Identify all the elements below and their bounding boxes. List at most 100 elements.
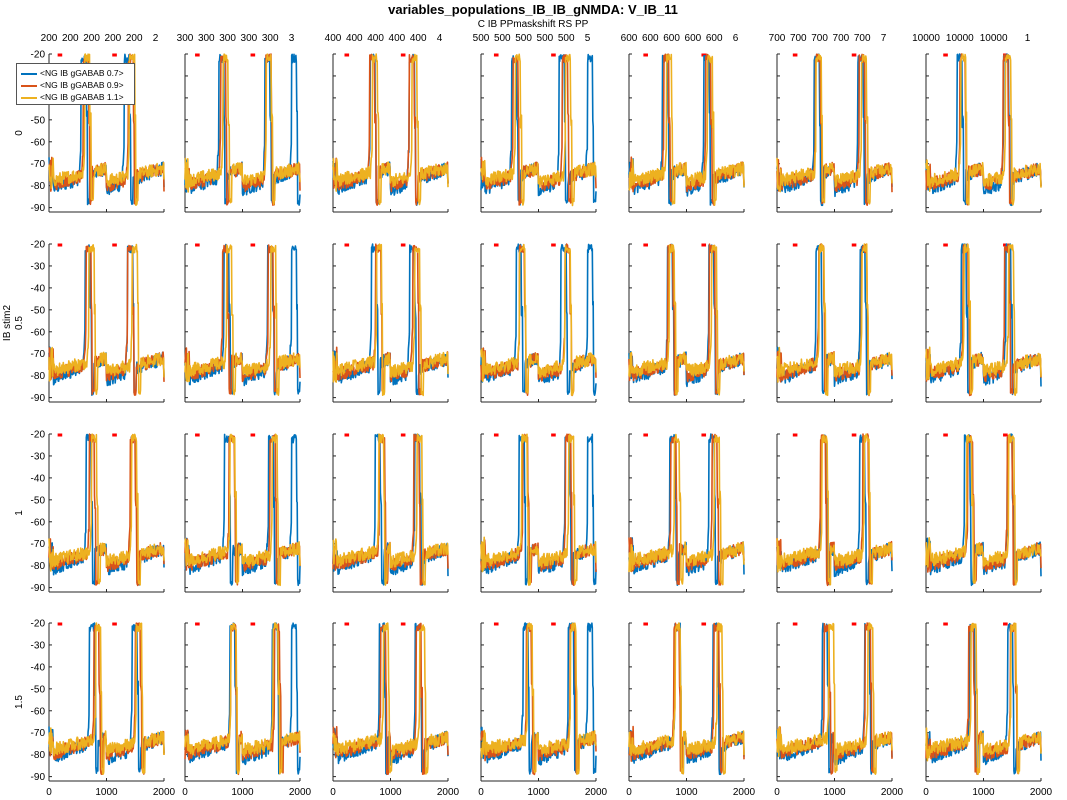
legend-entry: <NG IB gGABAB 0.7> [21, 67, 124, 79]
top-tick-label: 700 [833, 33, 850, 44]
top-tick-label: 200 [105, 33, 122, 44]
series-line [184, 53, 301, 205]
x-tick-label: 1000 [231, 787, 254, 798]
legend-swatch [21, 72, 37, 75]
subplot [628, 243, 745, 403]
top-tick-label: 300 [177, 33, 194, 44]
y-tick-label: -90 [31, 203, 46, 214]
series-line [332, 433, 449, 586]
y-tick-label: -30 [31, 261, 46, 272]
subplot [776, 433, 893, 593]
legend-entry: <NG IB gGABAB 0.9> [21, 79, 124, 91]
x-tick-label: 1000 [823, 787, 846, 798]
subplot: 500 500 500 500 500 5 [473, 33, 597, 213]
y-tick-label: -30 [31, 640, 46, 651]
series-line [628, 622, 745, 774]
top-tick-label: 500 [515, 33, 532, 44]
x-tick-label: 0 [923, 787, 929, 798]
top-tick-label: 700 [769, 33, 786, 44]
top-tick-label: 300 [262, 33, 279, 44]
row-label: 0.5 [14, 316, 25, 330]
series-line [48, 433, 165, 586]
top-tick-label: 400 [410, 33, 427, 44]
top-tick-label: 500 [537, 33, 554, 44]
series-line [628, 433, 745, 586]
y-tick-label: -50 [31, 495, 46, 506]
subplot [184, 433, 301, 593]
y-tick-label: -80 [31, 561, 46, 572]
y-tick-label: -80 [31, 181, 46, 192]
x-tick-label: 0 [182, 787, 188, 798]
subplot: 0 1000 2000 [626, 622, 756, 798]
top-tick-label: 600 [685, 33, 702, 44]
y-tick-label: -60 [31, 327, 46, 338]
legend-entry: <NG IB gGABAB 1.1> [21, 91, 124, 103]
top-tick-label: 200 [62, 33, 79, 44]
series-line [776, 433, 893, 587]
top-tick-label: 400 [325, 33, 342, 44]
x-tick-label: 2000 [437, 787, 460, 798]
series-line [628, 243, 745, 396]
x-tick-label: 2000 [881, 787, 904, 798]
series-line [776, 433, 893, 586]
top-tick-label: 2 [153, 33, 159, 44]
x-tick-label: 1000 [675, 787, 698, 798]
y-tick-label: -40 [31, 283, 46, 294]
top-tick-label: 500 [494, 33, 511, 44]
x-tick-label: 2000 [733, 787, 756, 798]
row-label: 1 [14, 510, 25, 516]
row-label: 0 [14, 130, 25, 136]
subplot [332, 243, 449, 403]
x-tick-label: 1000 [95, 787, 118, 798]
top-tick-label: 300 [219, 33, 236, 44]
subplot [925, 433, 1042, 593]
x-tick-label: 0 [478, 787, 484, 798]
top-tick-label: 10000 [946, 33, 974, 44]
series-line [48, 622, 165, 775]
top-tick-label: 10000 [980, 33, 1008, 44]
y-tick-label: -60 [31, 706, 46, 717]
series-line [184, 53, 301, 206]
subplot: 700 700 700 700 700 7 [769, 33, 893, 213]
y-tick-label: -20 [31, 50, 46, 61]
subplot [925, 243, 1042, 403]
y-tick-label: -50 [31, 305, 46, 316]
chart-subtitle: C IB PPmaskshift RS PP [478, 19, 589, 30]
top-tick-label: 600 [706, 33, 723, 44]
series-line [628, 244, 745, 396]
subplot: -20 -30 -40 -50 -60 -70 -80 -90 [31, 240, 165, 404]
series-line [776, 243, 893, 397]
top-tick-label: 6 [733, 33, 739, 44]
series-line [925, 243, 1042, 396]
top-tick-label: 300 [241, 33, 258, 44]
top-tick-label: 700 [790, 33, 807, 44]
subplot: 0 1000 2000 [774, 622, 904, 798]
top-tick-label: 3 [289, 33, 295, 44]
y-tick-label: -40 [31, 473, 46, 484]
subplot [628, 433, 745, 593]
series-line [48, 243, 165, 395]
chart-title: variables_populations_IB_IB_gNMDA: V_IB_… [388, 2, 678, 17]
series-line [332, 53, 449, 206]
y-tick-label: -70 [31, 159, 46, 170]
series-line [628, 622, 745, 775]
x-tick-label: 0 [626, 787, 632, 798]
subplot [332, 433, 449, 593]
y-tick-label: -20 [31, 240, 46, 251]
y-tick-label: -40 [31, 662, 46, 673]
series-line [184, 244, 301, 396]
subplot: 0 1000 2000 [330, 622, 460, 798]
series-line [925, 433, 1042, 586]
x-tick-label: 2000 [153, 787, 176, 798]
subplot: 10000 10000 10000 1 [912, 33, 1042, 213]
top-tick-label: 500 [473, 33, 490, 44]
subplot [776, 243, 893, 403]
top-tick-label: 200 [41, 33, 58, 44]
legend-label: <NG IB gGABAB 1.1> [40, 92, 124, 102]
y-tick-label: -90 [31, 393, 46, 404]
top-tick-label: 500 [558, 33, 575, 44]
top-tick-label: 7 [881, 33, 887, 44]
series-line [332, 243, 449, 396]
series-line [480, 433, 597, 586]
